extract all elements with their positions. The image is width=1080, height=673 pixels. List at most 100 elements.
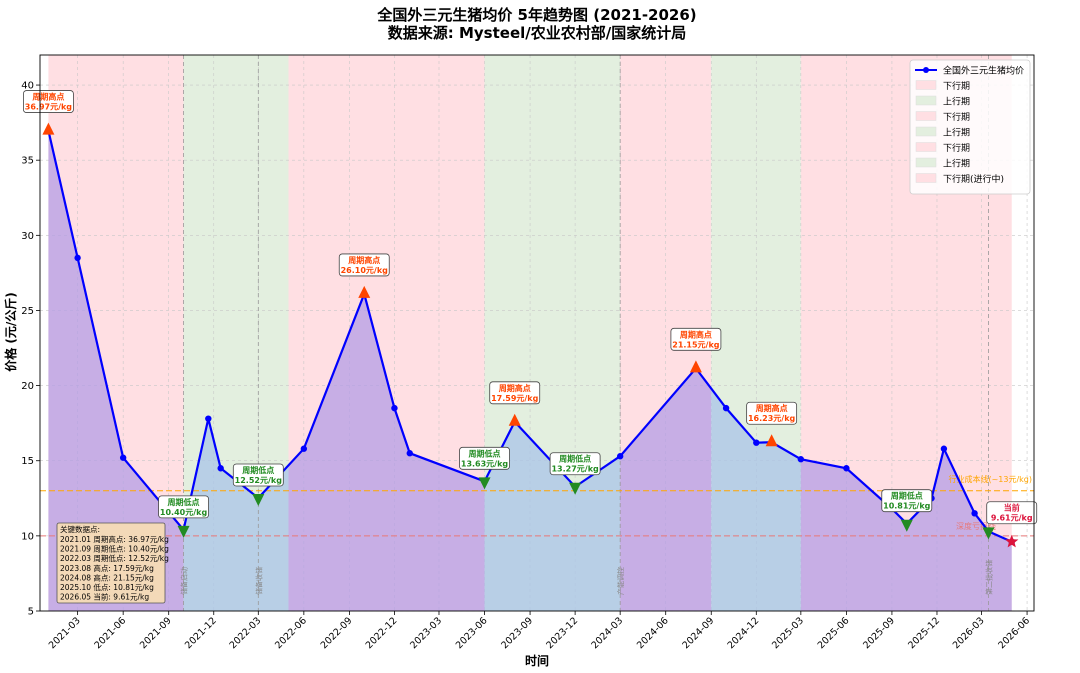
x-tick-label: 2025-12	[906, 615, 942, 651]
price-point	[722, 404, 730, 412]
annotation-value: 9.61元/kg	[991, 514, 1033, 523]
area-segment-down	[288, 293, 485, 611]
annotation-title: 周期高点	[756, 403, 788, 413]
x-tick-label: 2023-03	[408, 615, 444, 651]
legend-band-swatch	[915, 142, 937, 152]
x-tick-label: 2021-09	[138, 615, 174, 651]
trough-marker	[982, 527, 995, 540]
y-tick-label: 25	[21, 306, 34, 317]
annotation-box	[986, 501, 1038, 525]
trough-marker	[177, 525, 190, 538]
annotation-title: 周期高点	[499, 383, 531, 393]
annotation-box	[459, 446, 510, 470]
chart-subtitle: 数据来源: Mysteel/农业农村部/国家统计局	[388, 24, 686, 42]
y-tick-label: 20	[21, 381, 34, 392]
cycle-markers	[42, 122, 1019, 548]
x-tick-label: 2024-06	[635, 615, 671, 651]
trough-marker	[252, 493, 265, 506]
peak-marker	[689, 360, 702, 373]
price-point	[74, 254, 81, 262]
trough-marker	[478, 477, 491, 490]
key-points-line: 2021.09 周期低点: 10.40元/kg	[60, 544, 169, 554]
annotation-value: 10.40元/kg	[160, 508, 208, 517]
annotation-box	[670, 327, 722, 351]
annotation-current: 当前9.61元/kg	[986, 501, 1038, 525]
legend-label: 下行期	[943, 111, 970, 123]
annotation-title: 周期低点	[891, 491, 923, 501]
annotation-box	[549, 452, 601, 476]
x-tick-label: 2024-09	[681, 615, 717, 651]
x-tick-label: 2022-06	[273, 615, 309, 651]
annotation-title: 当前	[1004, 503, 1020, 513]
legend-box	[909, 59, 1031, 195]
annotation-value: 13.63元/kg	[461, 459, 509, 468]
x-tick-label: 2026-03	[951, 615, 987, 651]
area-segment-down	[620, 368, 712, 611]
legend-label: 上行期	[943, 127, 970, 139]
peak-marker	[765, 434, 778, 447]
annotation-box	[232, 463, 284, 487]
legend-band-swatch	[915, 111, 937, 121]
price-point	[391, 404, 398, 412]
x-tick-label: 2022-12	[364, 615, 400, 651]
key-points-line: 2022.03 周期低点: 12.52元/kg	[60, 553, 169, 563]
price-point	[406, 450, 413, 457]
key-points-panel	[56, 522, 166, 604]
x-tick-label: 2022-03	[228, 615, 264, 651]
annotation-box	[489, 381, 541, 405]
legend-band-swatch	[915, 173, 937, 183]
price-point	[940, 445, 948, 452]
peak-marker	[42, 122, 55, 135]
x-axis-label: 时间	[525, 653, 549, 668]
current-marker	[1005, 534, 1019, 548]
trough-marker	[569, 482, 582, 495]
trough-marker	[900, 519, 913, 532]
reference-line-label: 行业成本线(~13元/kg)	[948, 474, 1032, 484]
x-tick-label: 2025-03	[770, 615, 806, 651]
reference-line-label: 深度亏损线	[956, 521, 996, 531]
price-point	[971, 510, 978, 517]
y-tick-label: 5	[28, 607, 34, 618]
area-segment-up	[183, 418, 289, 611]
annotation-box	[338, 253, 390, 277]
x-tick-label: 2026-06	[996, 615, 1032, 651]
legend-label: 下行期	[943, 80, 970, 92]
annotation-value: 16.23元/kg	[748, 414, 796, 423]
plot-frame	[39, 54, 1035, 612]
legend-label: 上行期	[943, 96, 970, 108]
annotation-title: 周期低点	[559, 454, 591, 464]
annotation-value: 10.81元/kg	[883, 502, 931, 511]
x-tick-label: 2024-12	[726, 615, 762, 651]
key-points-line: 2025.10 低点: 10.81元/kg	[60, 582, 154, 592]
legend-label: 下行期(进行中)	[943, 173, 1004, 185]
annotation-title: 周期低点	[168, 497, 200, 507]
legend-marker-swatch	[923, 67, 929, 73]
key-points-line: 2026.05 当前: 9.61元/kg	[60, 592, 149, 602]
y-tick-label: 35	[21, 156, 34, 167]
annotation-title: 周期高点	[680, 329, 712, 339]
legend-band-swatch	[915, 157, 937, 168]
event-line-label: 储备收储	[254, 567, 263, 595]
legend-band-swatch	[915, 126, 937, 137]
annotation-box	[158, 495, 209, 519]
price-point	[797, 456, 805, 463]
x-tick-label: 2023-06	[454, 615, 490, 651]
key-points-line: 2024.08 高点: 21.15元/kg	[60, 572, 154, 582]
area-segment-up	[484, 421, 621, 611]
price-point	[217, 465, 224, 472]
y-tick-label: 30	[21, 231, 34, 242]
x-tick-label: 2025-06	[816, 615, 852, 651]
price-point	[843, 465, 850, 472]
annotation-title: 周期低点	[242, 465, 274, 475]
x-tick-label: 2021-06	[92, 615, 128, 651]
y-tick-label: 15	[21, 456, 34, 467]
event-line-label: 储备启动	[180, 567, 189, 595]
